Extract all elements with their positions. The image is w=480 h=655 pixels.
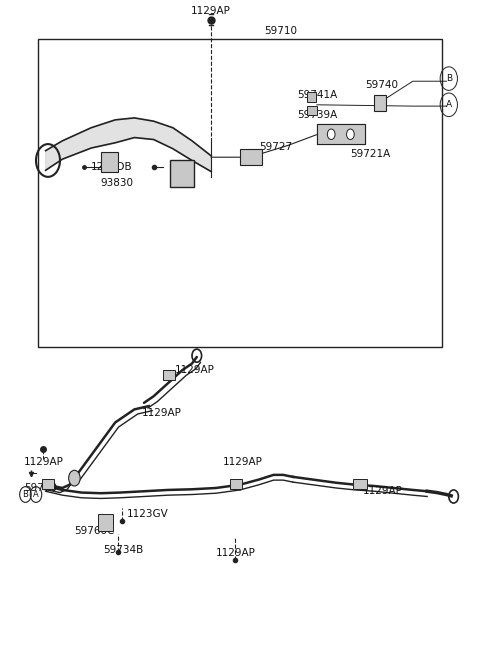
Bar	[42, 479, 54, 489]
Text: 1129AP: 1129AP	[142, 407, 181, 418]
Text: B: B	[23, 490, 28, 499]
Bar	[38, 39, 442, 347]
Bar	[98, 514, 113, 531]
Bar	[101, 152, 118, 172]
Text: 59727: 59727	[259, 142, 292, 153]
Bar	[353, 479, 367, 489]
Bar	[163, 370, 175, 380]
Text: 59770: 59770	[24, 483, 57, 493]
Text: 1129AP: 1129AP	[223, 457, 263, 467]
Text: B: B	[446, 74, 452, 83]
Text: 1123GV: 1123GV	[127, 509, 169, 519]
Bar	[307, 106, 317, 115]
Circle shape	[347, 129, 354, 140]
Text: 59721A: 59721A	[350, 149, 391, 159]
Polygon shape	[46, 118, 211, 172]
Text: 1129AP: 1129AP	[362, 486, 402, 496]
Text: 59741A: 59741A	[298, 90, 338, 100]
Circle shape	[327, 129, 335, 140]
Text: 1129AP: 1129AP	[24, 457, 64, 467]
Text: 1129AP: 1129AP	[175, 365, 215, 375]
Text: A: A	[446, 100, 452, 109]
Circle shape	[69, 470, 80, 486]
Text: 59734B: 59734B	[103, 545, 144, 555]
Bar	[170, 160, 194, 187]
Bar	[307, 92, 316, 102]
Bar	[240, 149, 262, 165]
Polygon shape	[317, 124, 365, 144]
Text: 1231DB: 1231DB	[91, 162, 133, 172]
Text: 59760C: 59760C	[74, 525, 115, 536]
Text: 59740: 59740	[365, 80, 398, 90]
Text: 59739A: 59739A	[298, 109, 338, 120]
Text: 1129AP: 1129AP	[216, 548, 256, 559]
Text: 59710: 59710	[264, 26, 297, 36]
Text: 1129AP: 1129AP	[191, 7, 231, 16]
Text: 93830: 93830	[101, 178, 134, 189]
Text: A: A	[33, 490, 39, 499]
Bar	[230, 479, 242, 489]
Bar	[374, 95, 386, 111]
